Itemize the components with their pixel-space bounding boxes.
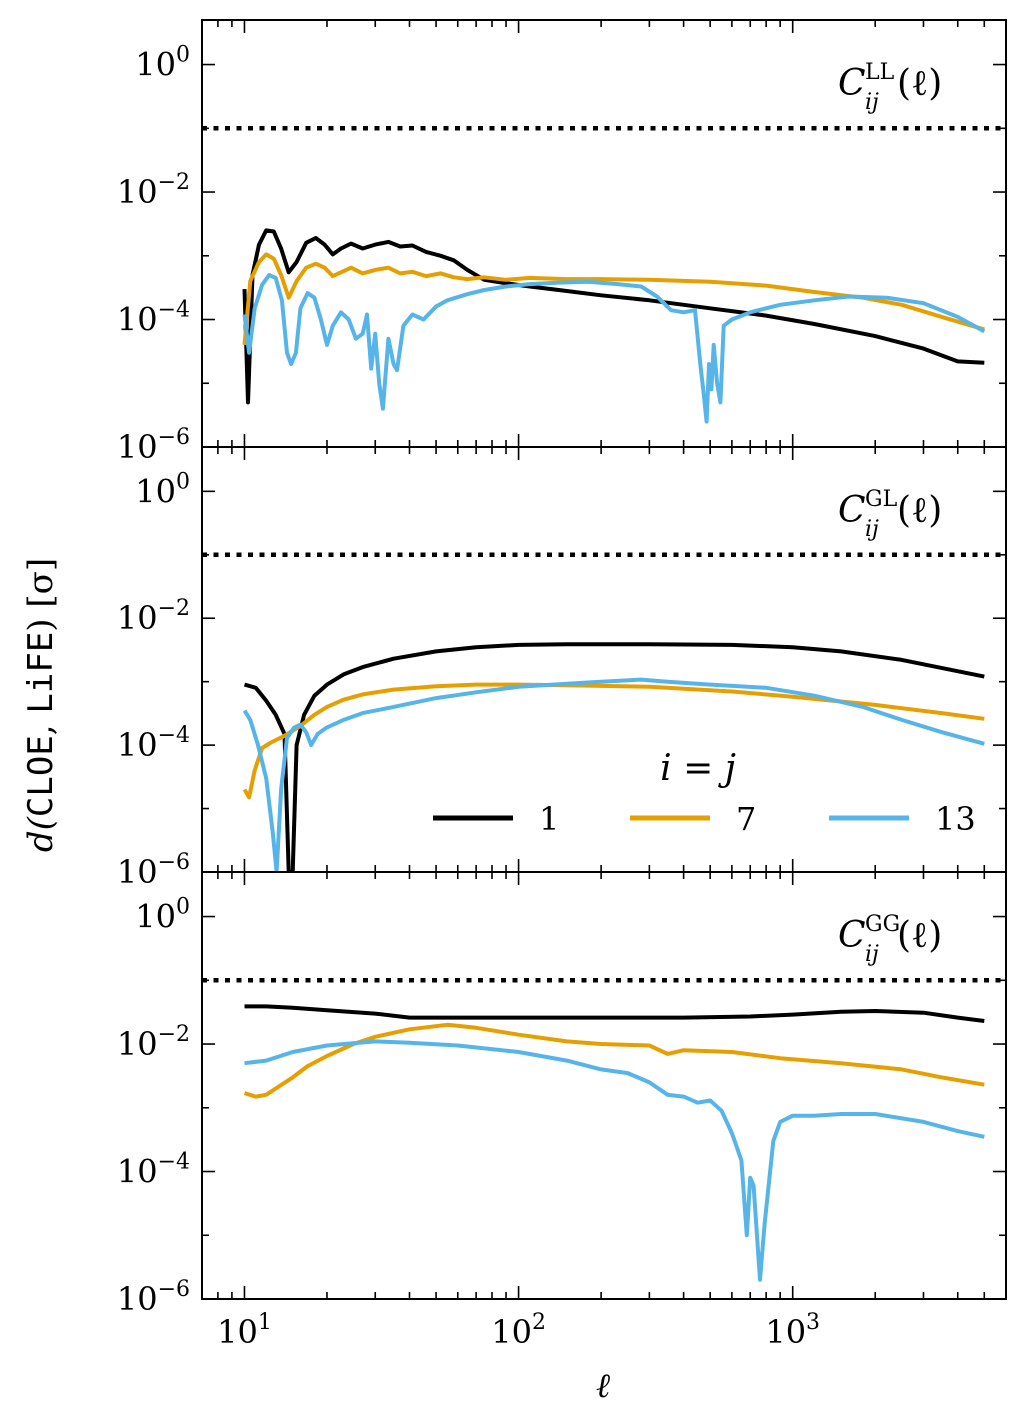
x-axis-label: ℓ — [596, 1366, 610, 1406]
legend-title: i = j — [660, 748, 736, 789]
series-line-7 — [242, 682, 985, 800]
svg-text:C: C — [838, 915, 866, 956]
y-tick-label: 100 — [135, 469, 190, 510]
series-line-1 — [243, 642, 985, 872]
ylabel-sep: , — [21, 714, 61, 736]
y-tick-label: 10−2 — [117, 596, 190, 637]
series-line-7 — [243, 1022, 985, 1099]
series-line-1 — [244, 1004, 985, 1023]
y-tick-label: 10−2 — [117, 1022, 190, 1063]
series-line-13 — [242, 273, 986, 424]
legend-label-13: 13 — [935, 800, 976, 838]
panel-annotation: C GL ij (ℓ) — [838, 487, 942, 542]
svg-text:C: C — [838, 490, 866, 531]
svg-text:GL: GL — [865, 487, 898, 512]
legend: i = j 1 7 13 — [433, 748, 976, 838]
y-tick-label: 10−4 — [117, 298, 190, 339]
ylabel-prefix: d( — [21, 816, 61, 852]
x-tick-label: 103 — [765, 1310, 820, 1351]
y-tick-label: 10−6 — [117, 850, 190, 891]
panel-1: 100 10−2 10−4 10−6 C LL ij (ℓ) — [117, 19, 1007, 466]
y-tick-label: 100 — [135, 43, 190, 84]
y-tick-label: 100 — [135, 895, 190, 936]
y-tick-label: 10−2 — [117, 170, 190, 211]
y-tick-label: 10−4 — [117, 723, 190, 764]
y-axis-label: d(CLOE, LiFE) [σ] — [21, 558, 61, 852]
panel-annotation: C LL ij (ℓ) — [838, 60, 942, 115]
x-tick-label: 101 — [217, 1310, 272, 1351]
panel-3: 100 10−2 10−4 10−6 101 102 103 C GG ij (ℓ) — [117, 871, 1007, 1351]
panel-annotation: C GG ij (ℓ) — [838, 912, 942, 967]
svg-text:LL: LL — [865, 60, 895, 85]
svg-text:(ℓ): (ℓ) — [897, 915, 942, 956]
series-line-13 — [244, 1039, 985, 1282]
legend-label-1: 1 — [539, 800, 559, 838]
ylabel-cloe: CLOE — [21, 735, 61, 817]
svg-text:ij: ij — [865, 942, 879, 967]
y-tick-label: 10−4 — [117, 1150, 190, 1191]
x-tick-label: 102 — [491, 1310, 546, 1351]
svg-text:(ℓ): (ℓ) — [897, 63, 942, 104]
y-tick-label: 10−6 — [117, 1277, 190, 1318]
svg-text:(ℓ): (ℓ) — [897, 490, 942, 531]
series-line-1 — [242, 228, 985, 405]
ylabel-life: LiFE — [21, 632, 61, 714]
svg-text:GG: GG — [865, 912, 900, 937]
series-line-7 — [242, 252, 985, 346]
axes-frame — [201, 871, 1007, 1300]
ylabel-suffix: ) [σ] — [21, 558, 61, 632]
svg-text:ij: ij — [865, 90, 879, 115]
series-line-13 — [242, 677, 985, 872]
panel-2: 100 10−2 10−4 10−6 C GL ij (ℓ) — [117, 446, 1007, 891]
y-tick-label: 10−6 — [117, 425, 190, 466]
svg-text:ij: ij — [865, 517, 879, 542]
svg-text:C: C — [838, 63, 866, 104]
legend-label-7: 7 — [736, 800, 756, 838]
